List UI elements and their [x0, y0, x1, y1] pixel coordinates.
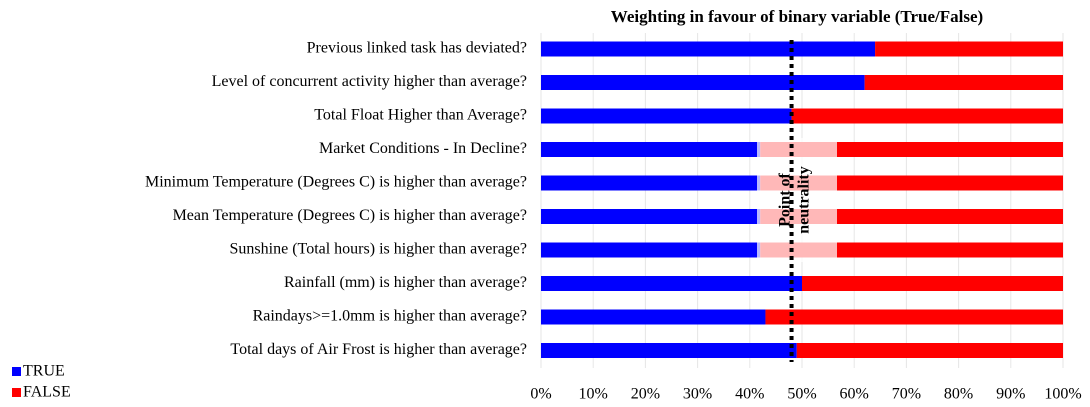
bar-segment: [541, 41, 876, 57]
bar-segment: [791, 108, 1063, 124]
bar-segment: [541, 209, 761, 224]
category-label: Total Float Higher than Average?: [314, 107, 527, 124]
bar-segment: [802, 276, 1063, 291]
category-label: Previous linked task has deviated?: [307, 40, 527, 57]
bar-segment: [541, 142, 761, 157]
bar-segment: [796, 343, 1063, 358]
category-label: Mean Temperature (Degrees C) is higher t…: [173, 207, 527, 224]
x-tick-label: 0%: [530, 386, 551, 403]
chart-title: Weighting in favour of binary variable (…: [611, 7, 983, 26]
category-label: Sunshine (Total hours) is higher than av…: [230, 241, 527, 258]
x-tick-label: 70%: [892, 386, 921, 403]
bar-segment: [765, 309, 1063, 325]
x-tick-label: 80%: [944, 386, 973, 403]
legend-label: FALSE: [23, 384, 71, 401]
annotation-box: [757, 138, 837, 262]
x-tick-label: 20%: [631, 386, 660, 403]
bar-segment: [541, 175, 761, 191]
annotation: neutrality: [796, 166, 813, 234]
bar-segment: [541, 75, 865, 90]
x-tick-label: 50%: [787, 386, 816, 403]
bar-segment: [541, 276, 802, 291]
x-tick-label: 100%: [1044, 386, 1081, 403]
category-label: Minimum Temperature (Degrees C) is highe…: [145, 174, 527, 191]
x-tick-label: 30%: [683, 386, 712, 403]
bar-segment: [864, 75, 1063, 90]
legend-swatch: [12, 367, 21, 376]
category-label: Level of concurrent activity higher than…: [212, 73, 527, 90]
legend-swatch: [12, 388, 21, 397]
category-label: Rainfall (mm) is higher than average?: [284, 274, 527, 291]
bar-segment: [541, 242, 761, 258]
x-tick-label: 40%: [735, 386, 764, 403]
bar-segment: [875, 41, 1063, 57]
annotation: Point of: [777, 172, 794, 226]
category-label: Market Conditions - In Decline?: [319, 140, 527, 157]
x-tick-label: 90%: [996, 386, 1025, 403]
category-label: Total days of Air Frost is higher than a…: [230, 341, 527, 358]
x-tick-label: 60%: [840, 386, 869, 403]
bar-segment: [541, 343, 797, 358]
bar-segment: [541, 309, 766, 325]
legend-label: TRUE: [23, 363, 65, 380]
category-label: Raindays>=1.0mm is higher than average?: [253, 308, 527, 325]
x-tick-label: 10%: [579, 386, 608, 403]
bar-segment: [541, 108, 792, 124]
